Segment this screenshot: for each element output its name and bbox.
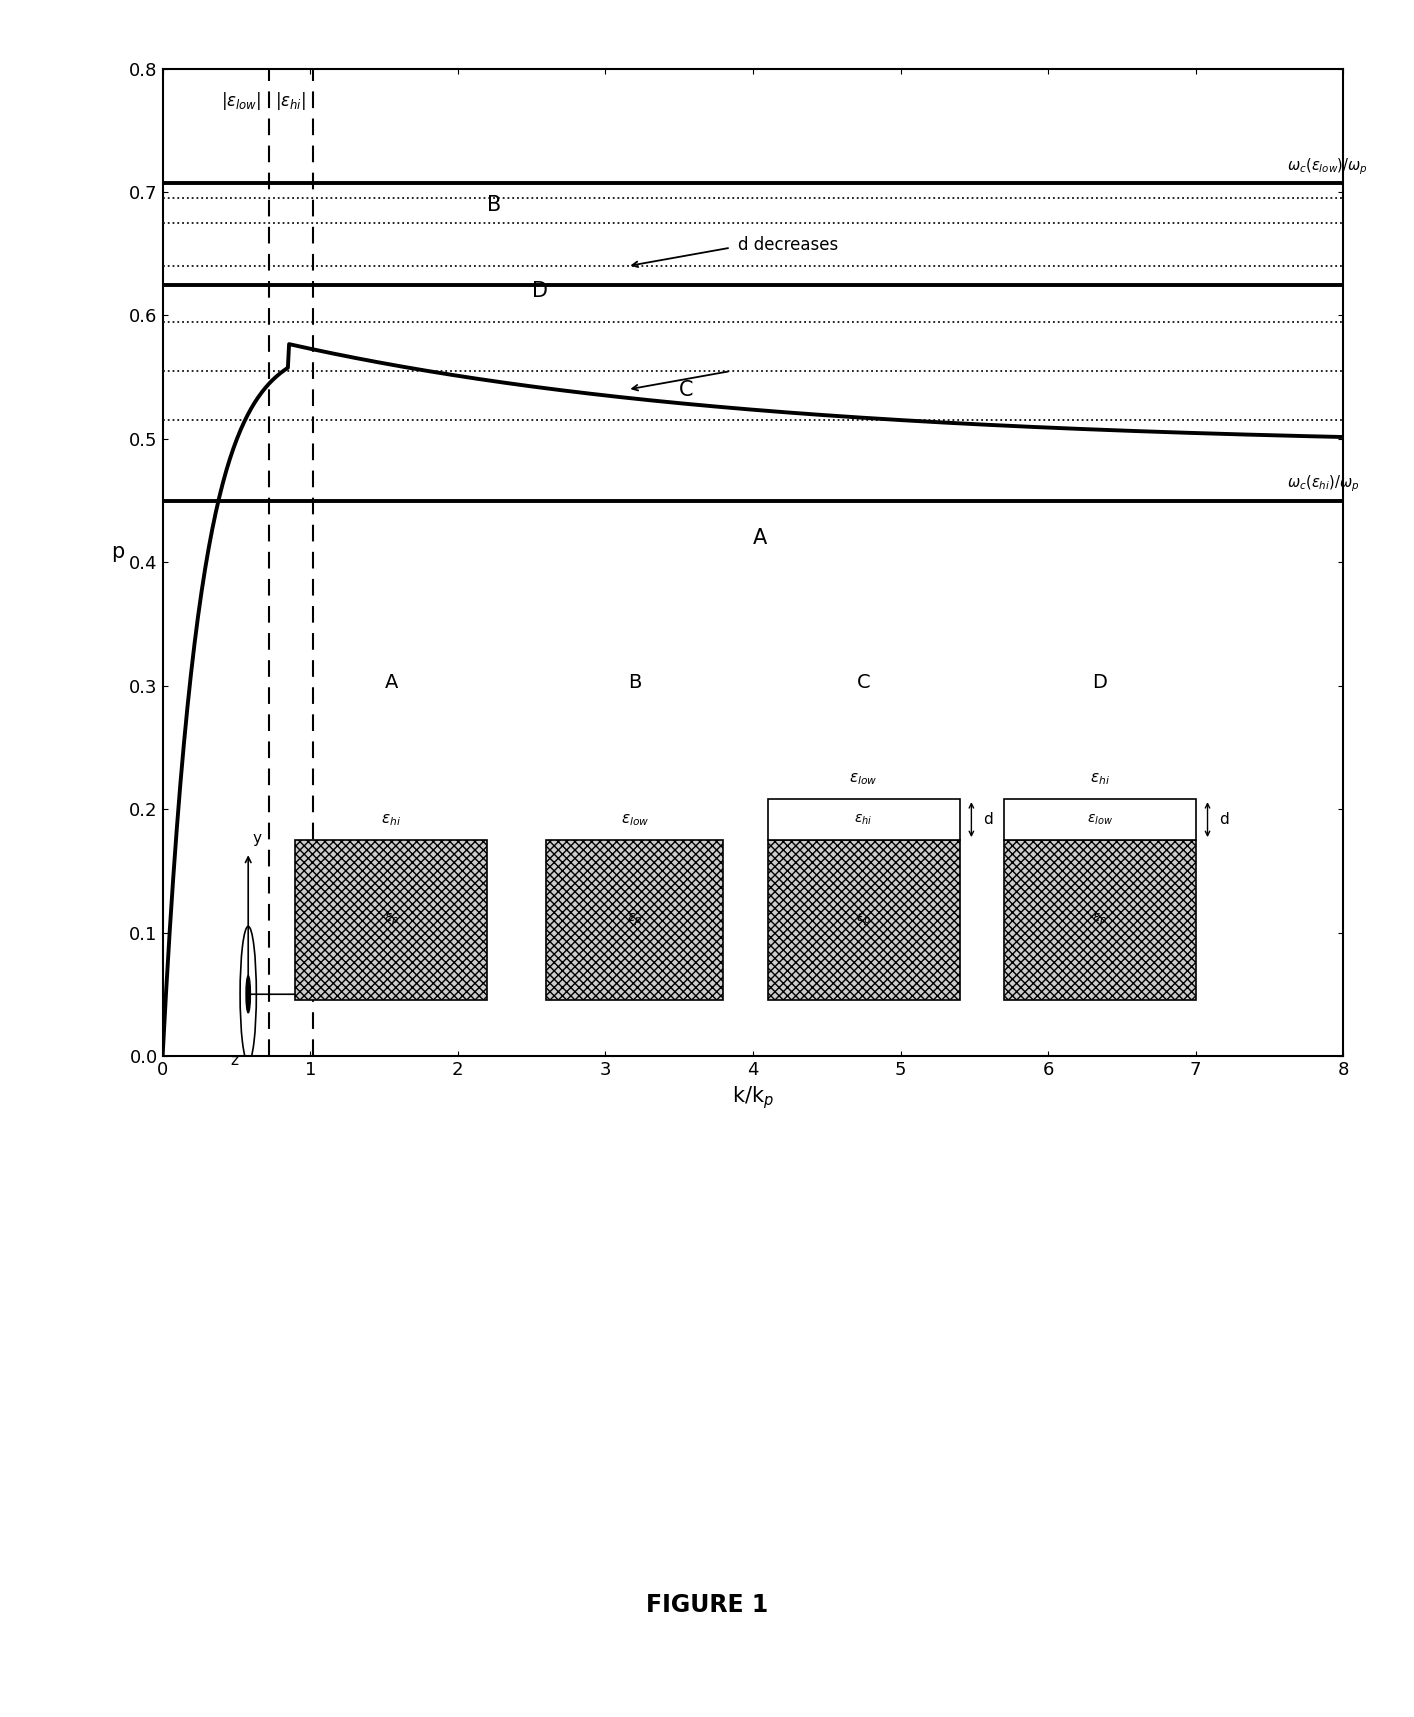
Bar <box>546 840 724 1001</box>
Bar <box>768 800 960 840</box>
Text: $\omega_c(\varepsilon_{hi})/\omega_p$: $\omega_c(\varepsilon_{hi})/\omega_p$ <box>1287 474 1360 494</box>
Text: $\varepsilon_{low}$: $\varepsilon_{low}$ <box>1087 812 1113 828</box>
Text: D: D <box>532 282 547 300</box>
Bar <box>1004 800 1196 840</box>
Text: FIGURE 1: FIGURE 1 <box>646 1593 768 1617</box>
Bar <box>768 840 960 1001</box>
Text: $|\varepsilon_{hi}|$: $|\varepsilon_{hi}|$ <box>274 89 305 112</box>
Text: $\varepsilon_{hi}$: $\varepsilon_{hi}$ <box>854 812 872 828</box>
Text: $\varepsilon_p$: $\varepsilon_p$ <box>855 912 871 929</box>
Text: C: C <box>857 673 871 692</box>
Bar <box>1004 840 1196 1001</box>
Text: z: z <box>230 1054 238 1068</box>
Text: $\varepsilon_{low}$: $\varepsilon_{low}$ <box>850 771 878 786</box>
Text: C: C <box>679 379 694 400</box>
Text: x: x <box>349 987 358 1001</box>
Text: d: d <box>1219 812 1229 828</box>
X-axis label: k/k$_p$: k/k$_p$ <box>732 1085 773 1111</box>
Text: $\varepsilon_p$: $\varepsilon_p$ <box>1092 912 1107 929</box>
Text: B: B <box>628 673 642 692</box>
Text: $\varepsilon_{hi}$: $\varepsilon_{hi}$ <box>1090 771 1110 786</box>
Text: $\varepsilon_{hi}$: $\varepsilon_{hi}$ <box>382 812 402 828</box>
Text: B: B <box>488 194 502 215</box>
Text: d: d <box>983 812 993 828</box>
Text: $\varepsilon_p$: $\varepsilon_p$ <box>383 912 399 929</box>
Circle shape <box>246 975 250 1013</box>
Text: $\varepsilon_{low}$: $\varepsilon_{low}$ <box>621 812 649 828</box>
Bar <box>296 840 488 1001</box>
Text: $\omega_c(\varepsilon_{low})/\omega_p$: $\omega_c(\varepsilon_{low})/\omega_p$ <box>1287 156 1367 177</box>
Text: A: A <box>754 527 768 548</box>
Y-axis label: p: p <box>112 543 124 563</box>
Text: y: y <box>253 831 262 846</box>
Text: A: A <box>385 673 399 692</box>
Text: $\varepsilon_p$: $\varepsilon_p$ <box>628 912 642 929</box>
Text: d decreases: d decreases <box>738 235 839 254</box>
Text: $|\varepsilon_{low}|$: $|\varepsilon_{low}|$ <box>221 89 262 112</box>
Text: D: D <box>1093 673 1107 692</box>
